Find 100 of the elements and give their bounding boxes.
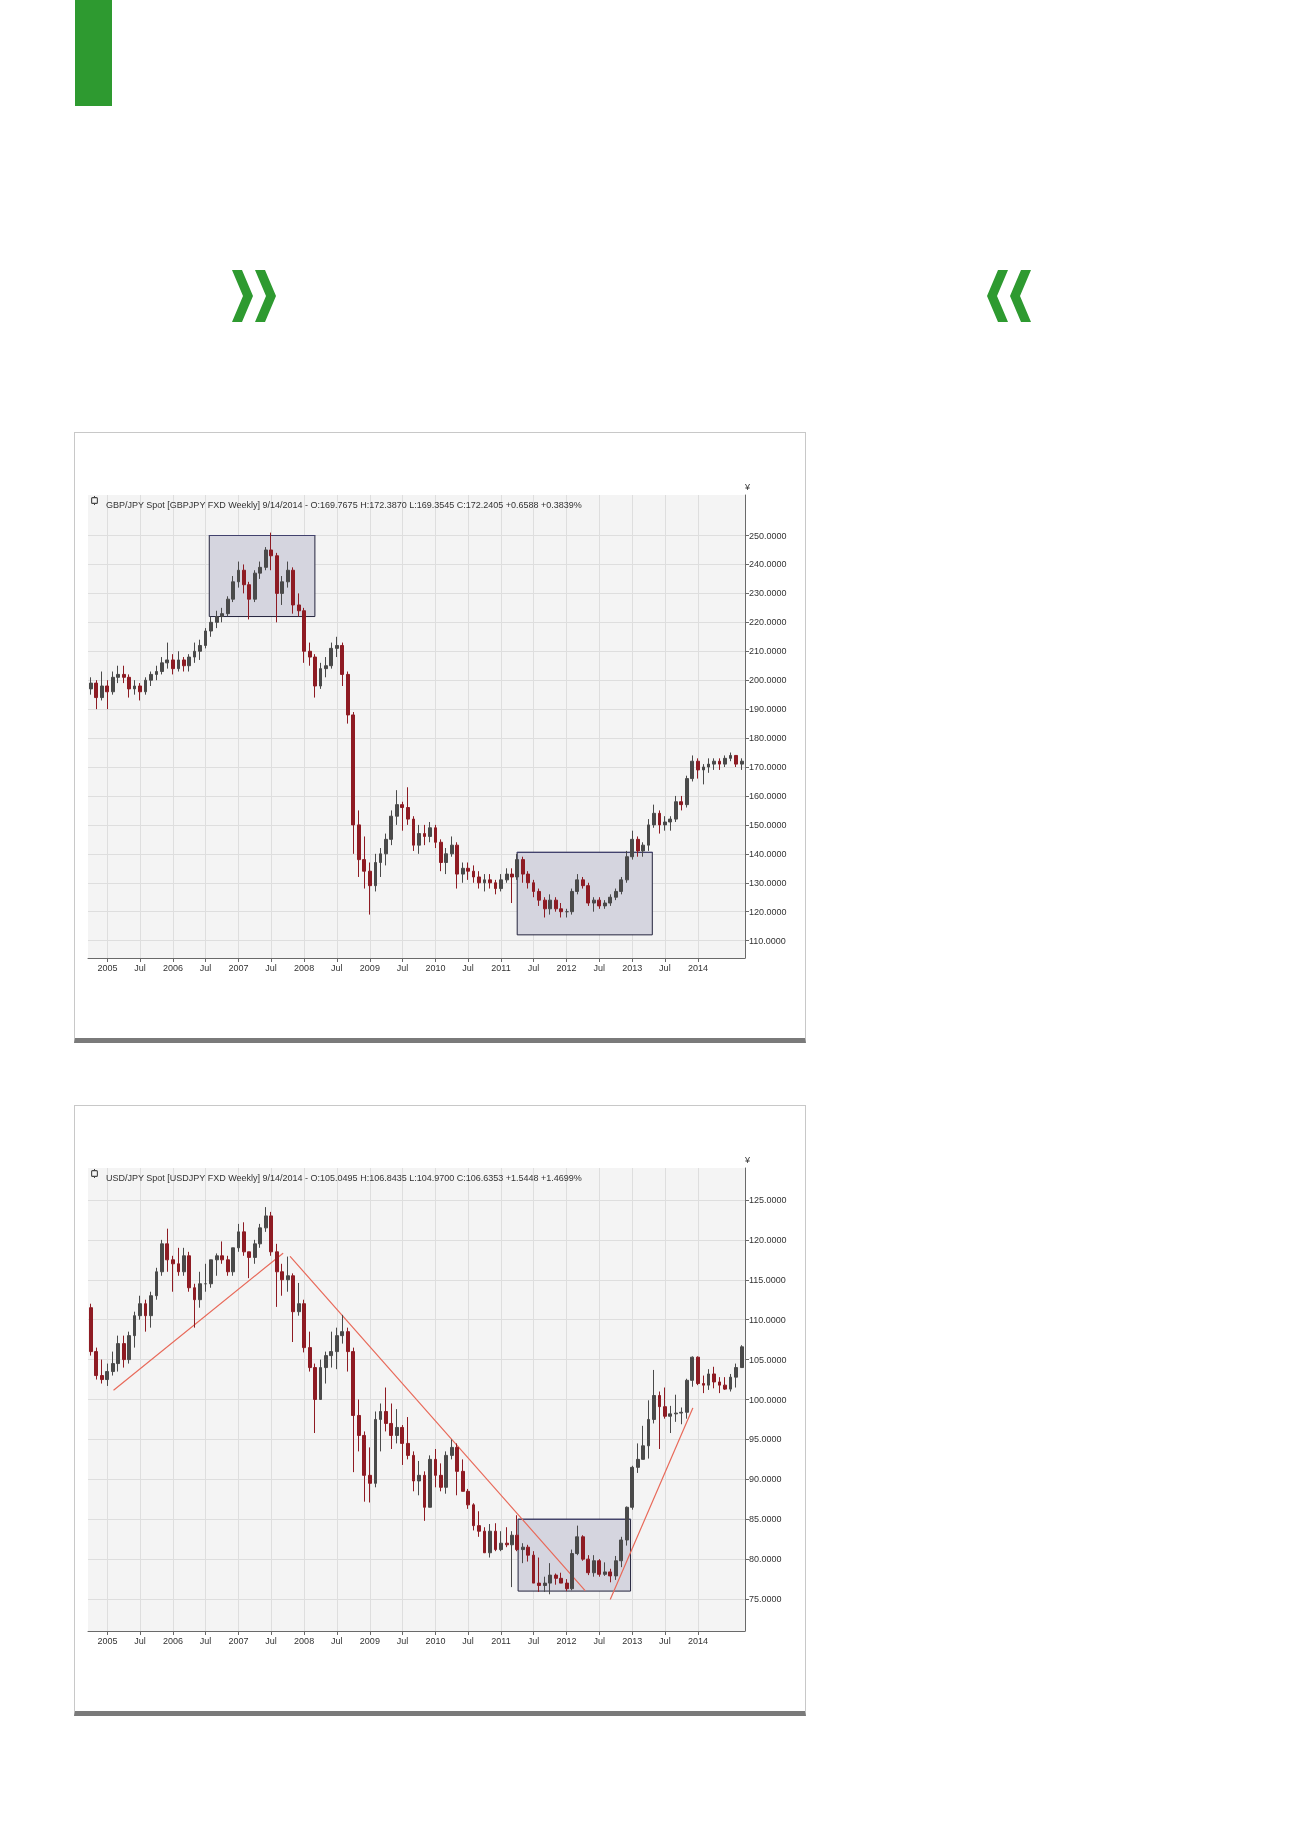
y-axis-title: ¥ — [744, 481, 751, 492]
x-tick-label: 2012 — [556, 1635, 577, 1646]
candlestick — [160, 1239, 164, 1277]
candlestick — [718, 757, 721, 771]
candlestick — [144, 1299, 147, 1333]
candlestick — [406, 786, 410, 826]
candlestick — [494, 1522, 497, 1552]
candlestick — [155, 1267, 158, 1301]
y-tick-label: 190.0000 — [749, 704, 787, 715]
x-tick-label: 2008 — [294, 1635, 315, 1646]
candlestick — [647, 1399, 650, 1460]
candlestick — [455, 841, 459, 890]
candlestick — [663, 1387, 667, 1420]
candlestick — [658, 1391, 661, 1450]
candlestick — [237, 1223, 240, 1253]
candlestick — [198, 1271, 202, 1309]
candlestick — [105, 1363, 109, 1387]
candlestick — [319, 1359, 322, 1400]
candlestick — [335, 636, 339, 658]
candlestick — [231, 1247, 235, 1277]
candlestick — [368, 862, 372, 916]
candlestick — [494, 879, 497, 895]
candlestick — [149, 1291, 153, 1329]
y-tick-label: 240.0000 — [749, 559, 787, 570]
candlestick — [461, 862, 465, 884]
candlestick — [165, 1228, 169, 1273]
candlestick — [679, 795, 683, 811]
candlestick — [237, 561, 240, 589]
candlestick — [499, 1530, 503, 1552]
x-tick-label: 2005 — [97, 1635, 118, 1646]
x-tick-label: Jul — [462, 962, 474, 973]
candlestick — [187, 653, 191, 673]
candlestick — [193, 1283, 196, 1329]
y-tick-label: 110.0000 — [749, 1314, 786, 1325]
candlestick — [532, 1550, 535, 1584]
candlestick — [434, 1448, 437, 1488]
y-tick-label: 230.0000 — [749, 588, 787, 599]
candlestick — [226, 1255, 230, 1277]
candlestick — [100, 1359, 104, 1385]
candlestick — [215, 1252, 219, 1277]
candlestick — [729, 1373, 732, 1393]
candlestick — [712, 1366, 716, 1389]
candlestick — [734, 1363, 738, 1389]
candlestick — [122, 1335, 126, 1369]
candlestick — [450, 835, 454, 858]
x-tick-label: 2007 — [228, 1635, 249, 1646]
y-tick-label: 120.0000 — [749, 906, 787, 917]
candlestick — [291, 566, 295, 615]
candlestick — [592, 896, 596, 913]
x-tick-label: Jul — [593, 1635, 606, 1646]
candlestick — [138, 1295, 142, 1321]
candlestick — [734, 754, 738, 768]
candlestick — [439, 1462, 443, 1492]
x-tick-label: 2010 — [425, 1635, 446, 1646]
candlestick — [423, 824, 426, 846]
x-tick-label: Jul — [331, 962, 343, 973]
candlestick — [488, 1523, 492, 1559]
candlestick — [450, 1438, 454, 1460]
candlestick — [608, 1568, 612, 1583]
candlestick — [505, 1526, 509, 1548]
candlestick — [723, 754, 727, 768]
candlestick — [177, 1247, 180, 1277]
text: USD/JPY Spot [USDJPY FXD Weekly] 9/14/2014 - O:105.0495 H:106.8435 L:104.9700 C:106.6353 +1.5448 +1.4699% — [106, 1172, 582, 1183]
candlestick — [264, 1206, 268, 1233]
y-tick-label: 75.0000 — [749, 1594, 782, 1605]
y-axis-title: ¥ — [744, 1154, 751, 1165]
candlestick — [133, 1311, 136, 1349]
x-tick-label: Jul — [527, 962, 540, 973]
candlestick — [144, 676, 147, 696]
y-tick-label: 180.0000 — [749, 733, 787, 744]
candlestick — [133, 679, 136, 696]
candlestick — [100, 671, 104, 701]
y-tick-label: 85.0000 — [749, 1514, 782, 1525]
candlestick — [171, 653, 175, 675]
candlestick — [515, 1514, 519, 1552]
candlestick — [483, 1526, 486, 1554]
candlestick — [94, 679, 98, 710]
candlestick — [149, 671, 153, 687]
candlestick — [477, 870, 481, 890]
x-tick-label: 2008 — [294, 962, 315, 973]
candlestick — [428, 821, 432, 843]
candlestick — [510, 1530, 514, 1588]
candlestick — [499, 873, 503, 892]
y-tick-label: 90.0000 — [749, 1474, 782, 1485]
x-tick-label: Jul — [134, 1635, 146, 1646]
candlestick — [647, 818, 650, 852]
candlestick — [521, 1542, 525, 1564]
y-tick-label: 220.0000 — [749, 617, 787, 628]
y-tick-label: 100.0000 — [749, 1394, 787, 1405]
candlestick — [428, 1454, 432, 1508]
candlestick — [729, 752, 732, 762]
y-tick-label: 200.0000 — [749, 675, 787, 686]
x-tick-label: 2009 — [359, 962, 380, 973]
candlestick — [477, 1510, 481, 1538]
x-tick-label: Jul — [265, 962, 277, 973]
candlestick — [105, 679, 109, 710]
candlestick — [652, 1369, 656, 1424]
candlestick — [379, 847, 382, 878]
candlestick — [658, 809, 661, 835]
x-tick-label: 2013 — [622, 1635, 643, 1646]
